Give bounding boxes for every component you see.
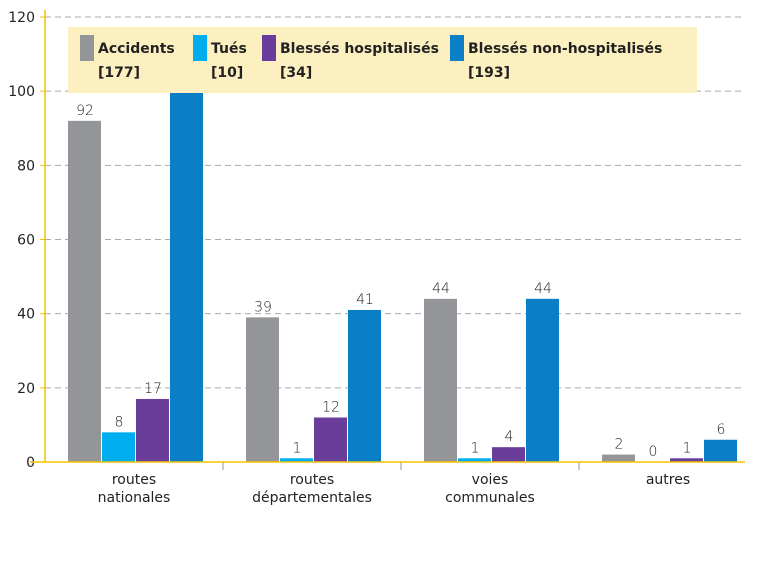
legend-box [68, 27, 697, 93]
value-label: 92 [76, 103, 94, 119]
x-tick-label: routes départementales [252, 472, 372, 506]
y-tick-label: 40 [17, 307, 35, 323]
legend-total: [177] [98, 65, 140, 81]
value-label: 1 [471, 440, 480, 456]
value-label: 1 [293, 440, 302, 456]
value-label: 41 [356, 292, 374, 308]
value-label: 6 [717, 422, 726, 438]
value-label: 44 [534, 281, 552, 297]
bar [602, 454, 635, 462]
x-tick-label: autres [646, 472, 690, 488]
value-label: 39 [254, 299, 272, 315]
legend-total: [10] [211, 65, 243, 81]
legend-swatch [450, 35, 464, 61]
legend-label: Accidents [98, 41, 175, 57]
bar [458, 458, 491, 462]
legend-swatch [80, 35, 94, 61]
value-label: 8 [115, 414, 124, 430]
y-tick-label: 100 [8, 84, 35, 100]
legend-total: [193] [468, 65, 510, 81]
y-tick-label: 0 [26, 455, 35, 471]
bar [424, 298, 457, 462]
legend-label: Blessés non-hospitalisés [468, 41, 662, 57]
legend-total: [34] [280, 65, 312, 81]
value-label: 17 [144, 381, 162, 397]
y-tick-label: 20 [17, 381, 35, 397]
bar [348, 309, 381, 462]
legend-label: Tués [211, 41, 247, 57]
y-tick-label: 60 [17, 233, 35, 249]
bar [170, 83, 203, 462]
bar [136, 398, 169, 462]
bar [102, 432, 135, 462]
value-label: 0 [649, 444, 658, 460]
bar [280, 458, 313, 462]
value-label: 44 [432, 281, 450, 297]
y-tick-label: 80 [17, 158, 35, 174]
bar [704, 439, 737, 462]
value-label: 12 [322, 400, 340, 416]
bar [492, 447, 525, 462]
value-label: 2 [615, 437, 624, 453]
bar [246, 317, 279, 462]
legend-swatch [262, 35, 276, 61]
bar [526, 298, 559, 462]
bar [670, 458, 703, 462]
bar [314, 417, 347, 462]
legend-label: Blessés hospitalisés [280, 41, 439, 57]
value-label: 4 [505, 429, 514, 445]
value-label: 1 [683, 440, 692, 456]
x-tick-label: voies communales [445, 472, 535, 506]
x-tick-label: routes nationales [98, 472, 171, 506]
legend-swatch [193, 35, 207, 61]
y-tick-label: 120 [8, 10, 35, 26]
bar [68, 120, 101, 462]
